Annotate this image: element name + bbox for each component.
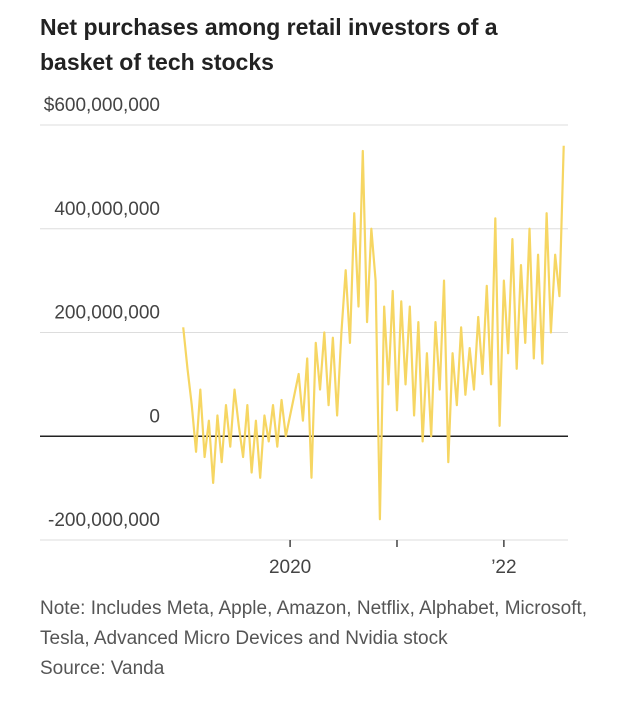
y-tick-label: 400,000,000 (54, 199, 160, 220)
notes: Note: Includes Meta, Apple, Amazon, Netf… (40, 594, 610, 684)
note: Note: Includes Meta, Apple, Amazon, Netf… (40, 598, 588, 649)
series-line (182, 145, 565, 521)
y-tick-label: 0 (149, 406, 160, 427)
y-tick-label: $600,000,000 (44, 95, 160, 116)
y-tick-label: -200,000,000 (48, 510, 160, 531)
source: Source: Vanda (40, 658, 165, 679)
x-tick-label: ’22 (491, 557, 516, 578)
x-tick-label: 2020 (269, 557, 311, 578)
chart-title: Net purchases among retail investors of … (40, 14, 498, 75)
y-tick-label: 200,000,000 (54, 303, 160, 324)
